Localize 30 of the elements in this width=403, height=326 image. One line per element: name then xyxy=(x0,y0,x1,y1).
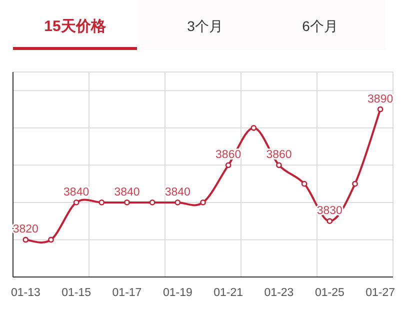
data-label: 3840 xyxy=(164,186,190,198)
x-tick-label: 01-25 xyxy=(314,287,344,299)
x-tick-label: 01-23 xyxy=(264,287,294,299)
x-tick-label: 01-15 xyxy=(62,287,92,299)
data-label: 3840 xyxy=(114,186,140,198)
point xyxy=(377,106,384,112)
point xyxy=(48,236,54,243)
x-tick-label: 01-27 xyxy=(366,287,396,299)
x-tick-label: 01-21 xyxy=(214,287,244,299)
point xyxy=(124,200,130,206)
point xyxy=(276,162,282,168)
point xyxy=(22,236,29,243)
point xyxy=(352,180,358,187)
text: 3个月 xyxy=(187,18,223,34)
point xyxy=(73,200,80,206)
point xyxy=(149,200,156,206)
tab-title: 15天价格 xyxy=(44,18,106,35)
point xyxy=(250,124,257,131)
data-label: 3840 xyxy=(64,186,90,198)
x-tick-label: 01-19 xyxy=(162,287,192,299)
point xyxy=(200,200,206,206)
point xyxy=(98,200,105,206)
text: 6个月 xyxy=(302,18,338,34)
point xyxy=(174,200,181,206)
point xyxy=(301,180,308,187)
point xyxy=(326,218,333,224)
x-tick-label: 01-17 xyxy=(112,287,142,299)
x-tick-label: 01-13 xyxy=(10,287,40,299)
data-label: 3890 xyxy=(368,93,394,106)
point xyxy=(225,162,232,168)
